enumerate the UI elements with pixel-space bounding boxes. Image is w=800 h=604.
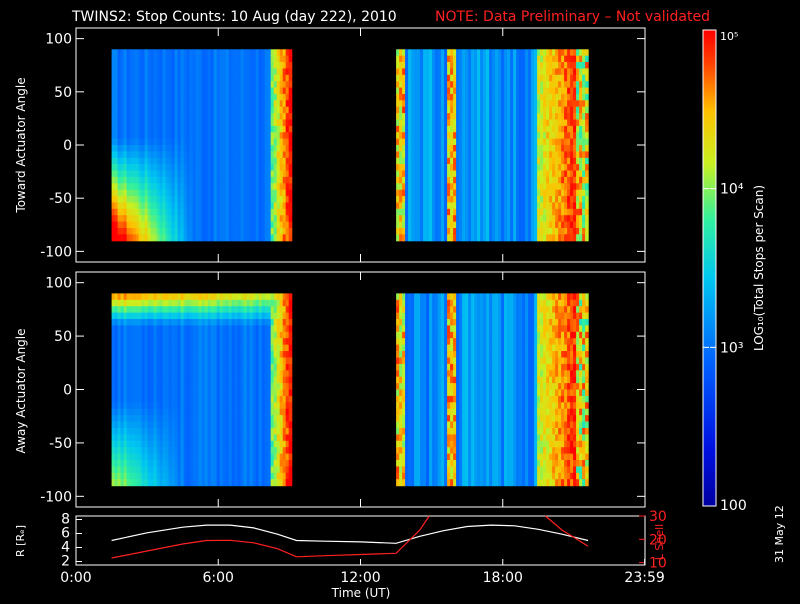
radius-tick-label: 4 (61, 540, 70, 556)
colorbar-tick-label: 10⁴ (720, 182, 744, 198)
x-tick-label: 0:00 (60, 570, 91, 586)
data-window-2 (396, 293, 589, 486)
radius-tick-label: 8 (61, 512, 70, 528)
x-tick-label: 23:59 (624, 570, 664, 586)
y-tick-label: -100 (40, 489, 72, 505)
y-tick-label: 0 (63, 383, 72, 399)
data-window-2 (396, 49, 589, 241)
colorbar: 100 10³ 10⁴ 10⁵ (703, 30, 747, 514)
series-radius (112, 525, 588, 543)
colorbar-tick-label: 10³ (720, 340, 743, 356)
radius-tick-label: 2 (61, 554, 70, 570)
x-tick-label: 12:00 (340, 570, 380, 586)
y-tick-label: 0 (63, 138, 72, 154)
y-tick-label: -50 (49, 191, 72, 207)
y-tick-label: 50 (54, 85, 72, 101)
radius-tick-label: 6 (61, 526, 70, 542)
series-lshell (112, 516, 430, 558)
y-tick-label: 100 (45, 276, 72, 292)
data-window-1 (112, 293, 293, 486)
data-window-1 (112, 49, 293, 241)
toward-ylabel: Toward Actuator Angle (14, 77, 28, 213)
y-tick-label: -100 (40, 244, 72, 260)
away-angle-panel: -100 -50 0 50 100 (40, 272, 645, 507)
radius-ylabel: R [Rₑ] (14, 525, 27, 557)
colorbar-tick-label: 10⁵ (720, 30, 738, 43)
x-tick-label: 6:00 (203, 570, 234, 586)
lshell-ylabel: L Shell (653, 524, 666, 560)
y-tick-label: 50 (54, 329, 72, 345)
series-lshell-2 (545, 516, 588, 546)
toward-angle-panel: -100 -50 0 50 100 (40, 28, 645, 262)
away-ylabel: Away Actuator Angle (14, 328, 28, 453)
y-tick-label: -50 (49, 436, 72, 452)
lshell-tick-label: 30 (649, 509, 667, 525)
chart-title: TWINS2: Stop Counts: 10 Aug (day 222), 2… (71, 9, 397, 25)
orbit-frame (76, 516, 645, 565)
colorbar-label: LOG₁₀(Total Stops per Scan) (752, 185, 766, 351)
x-axis-label: Time (UT) (331, 586, 391, 600)
x-tick-label: 18:00 (483, 570, 523, 586)
colorbar-gradient (703, 30, 716, 506)
colorbar-tick-label: 100 (720, 498, 747, 514)
date-stamp: 31 May 12 (773, 505, 786, 563)
y-tick-label: 100 (45, 32, 72, 48)
data-note: NOTE: Data Preliminary – Not validated (435, 9, 710, 25)
